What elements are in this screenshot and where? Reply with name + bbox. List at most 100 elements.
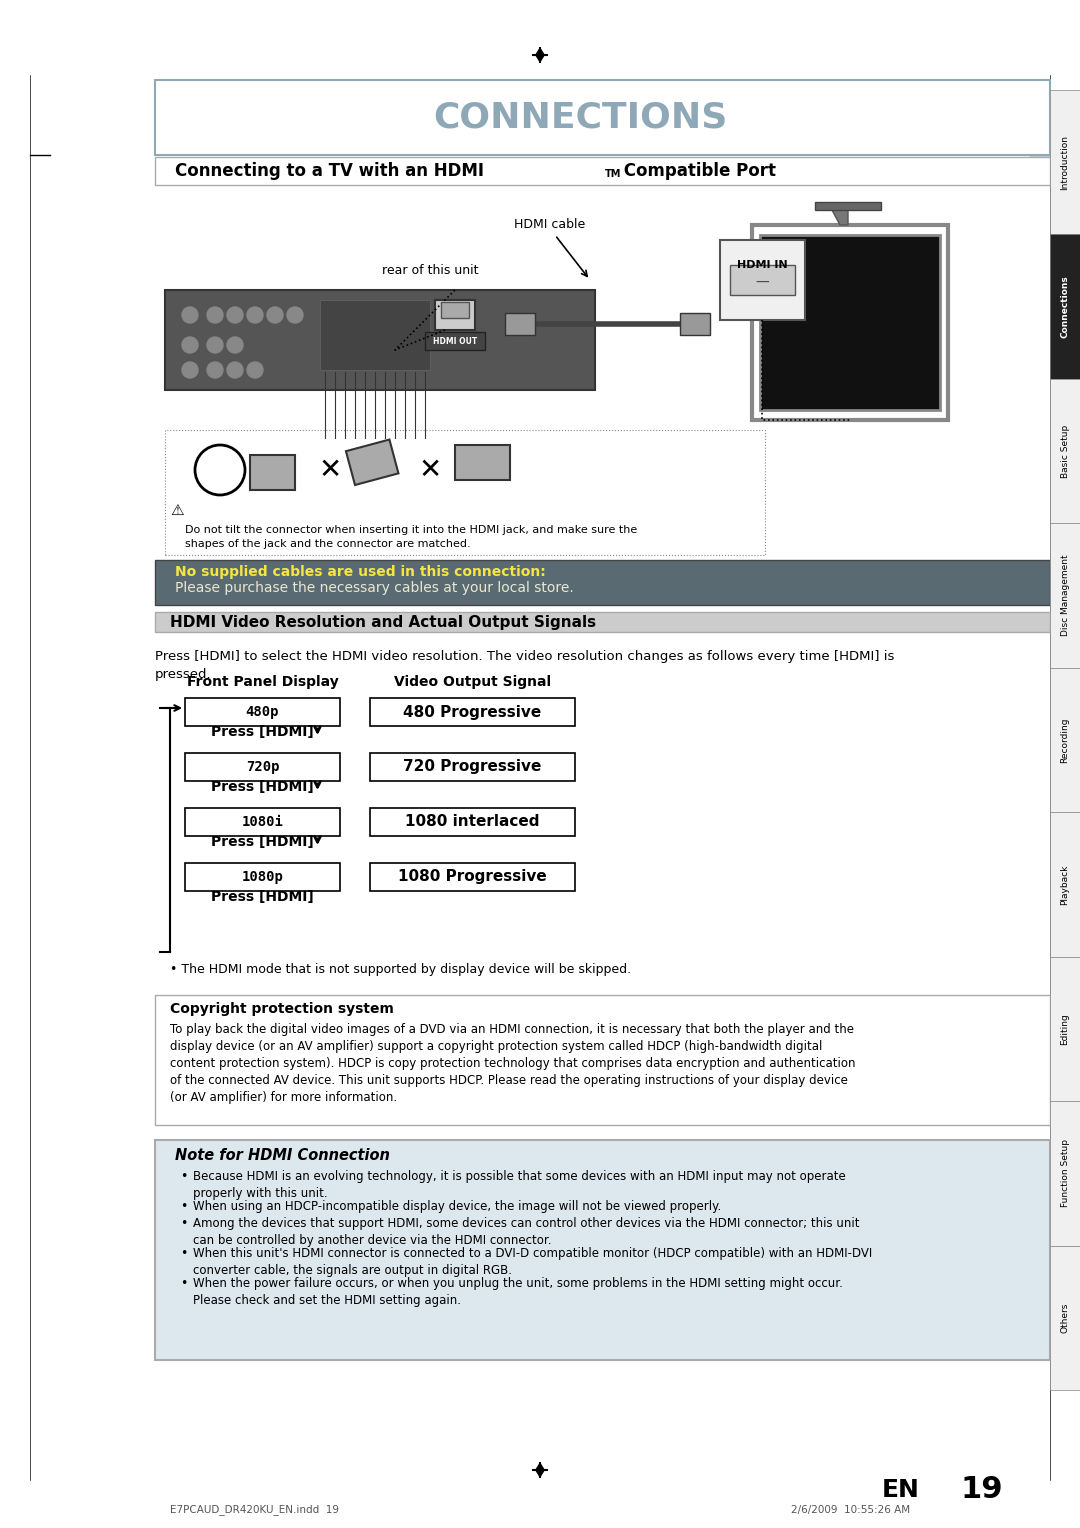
- Text: Video Output Signal: Video Output Signal: [394, 675, 551, 689]
- Text: 1080 Progressive: 1080 Progressive: [399, 869, 546, 885]
- Bar: [249, 455, 295, 490]
- Circle shape: [183, 338, 198, 353]
- Text: •: •: [180, 1277, 187, 1290]
- Text: Recording: Recording: [1061, 717, 1069, 762]
- Bar: [156, 995, 1050, 1125]
- Bar: [1050, 813, 1080, 957]
- Text: Copyright protection system: Copyright protection system: [170, 1002, 394, 1016]
- Bar: [426, 332, 485, 350]
- Bar: [505, 313, 535, 335]
- Text: 720p: 720p: [246, 759, 280, 775]
- Text: • The HDMI mode that is not supported by display device will be skipped.: • The HDMI mode that is not supported by…: [170, 964, 631, 976]
- Text: •: •: [180, 1199, 187, 1213]
- Circle shape: [207, 307, 222, 322]
- Bar: [680, 313, 710, 335]
- Text: Please purchase the necessary cables at your local store.: Please purchase the necessary cables at …: [175, 581, 573, 594]
- Text: Press [HDMI] to select the HDMI video resolution. The video resolution changes a: Press [HDMI] to select the HDMI video re…: [156, 649, 894, 681]
- Text: Press [HDMI]: Press [HDMI]: [211, 834, 314, 850]
- Text: Introduction: Introduction: [1061, 134, 1069, 189]
- Bar: [156, 559, 1050, 605]
- Bar: [1050, 1245, 1080, 1390]
- Bar: [1050, 234, 1080, 379]
- Bar: [730, 264, 795, 295]
- Bar: [370, 808, 575, 836]
- Circle shape: [227, 362, 243, 377]
- Text: Press [HDMI]: Press [HDMI]: [211, 724, 314, 740]
- Text: 480p: 480p: [246, 704, 280, 720]
- Polygon shape: [535, 1462, 545, 1478]
- Text: Disc Management: Disc Management: [1061, 555, 1069, 636]
- Circle shape: [183, 362, 198, 377]
- Text: ✕: ✕: [418, 455, 442, 484]
- Text: Because HDMI is an evolving technology, it is possible that some devices with an: Because HDMI is an evolving technology, …: [193, 1170, 846, 1199]
- Text: •: •: [180, 1247, 187, 1261]
- Text: To play back the digital video images of a DVD via an HDMI connection, it is nec: To play back the digital video images of…: [170, 1024, 855, 1105]
- Bar: [815, 202, 881, 209]
- Text: Note for HDMI Connection: Note for HDMI Connection: [175, 1149, 390, 1163]
- Bar: [370, 753, 575, 781]
- Text: TM: TM: [605, 170, 621, 179]
- Text: 480 Progressive: 480 Progressive: [403, 704, 542, 720]
- Bar: [320, 299, 430, 370]
- Circle shape: [227, 338, 243, 353]
- Bar: [752, 225, 948, 420]
- Text: When the power failure occurs, or when you unplug the unit, some problems in the: When the power failure occurs, or when y…: [193, 1277, 842, 1306]
- Text: Press [HDMI]: Press [HDMI]: [211, 779, 314, 795]
- Text: Editing: Editing: [1061, 1013, 1069, 1045]
- Text: Among the devices that support HDMI, some devices can control other devices via : Among the devices that support HDMI, som…: [193, 1216, 860, 1247]
- Circle shape: [227, 307, 243, 322]
- Circle shape: [183, 307, 198, 322]
- Bar: [165, 290, 595, 390]
- Text: No supplied cables are used in this connection:: No supplied cables are used in this conn…: [175, 565, 545, 579]
- Text: Others: Others: [1061, 1302, 1069, 1332]
- Text: E7PCAUD_DR420KU_EN.indd  19: E7PCAUD_DR420KU_EN.indd 19: [170, 1505, 339, 1516]
- Text: 720 Progressive: 720 Progressive: [403, 759, 542, 775]
- Circle shape: [287, 307, 303, 322]
- Bar: [370, 698, 575, 726]
- Polygon shape: [832, 209, 848, 225]
- Bar: [185, 698, 340, 726]
- Circle shape: [247, 307, 264, 322]
- Bar: [1050, 523, 1080, 668]
- Bar: [185, 753, 340, 781]
- Circle shape: [207, 362, 222, 377]
- Bar: [165, 429, 765, 555]
- Text: 1080 interlaced: 1080 interlaced: [405, 814, 540, 830]
- Bar: [1050, 90, 1080, 234]
- Bar: [435, 299, 475, 330]
- Bar: [156, 157, 1050, 185]
- Text: rear of this unit: rear of this unit: [381, 263, 478, 277]
- Bar: [1050, 668, 1080, 813]
- Bar: [185, 863, 340, 891]
- Bar: [370, 863, 575, 891]
- Bar: [1050, 1102, 1080, 1245]
- Text: •: •: [180, 1170, 187, 1183]
- Text: •: •: [180, 1216, 187, 1230]
- Text: Compatible Port: Compatible Port: [618, 162, 777, 180]
- Text: HDMI cable: HDMI cable: [514, 219, 585, 232]
- Text: Front Panel Display: Front Panel Display: [187, 675, 338, 689]
- Bar: [455, 445, 510, 480]
- Text: Connecting to a TV with an HDMI: Connecting to a TV with an HDMI: [175, 162, 484, 180]
- Text: Connections: Connections: [1061, 275, 1069, 338]
- Text: 1080i: 1080i: [242, 814, 283, 830]
- Text: HDMI IN: HDMI IN: [737, 260, 787, 270]
- Bar: [346, 440, 399, 484]
- Text: Basic Setup: Basic Setup: [1061, 425, 1069, 478]
- Text: ✕: ✕: [319, 455, 341, 484]
- Text: 1080p: 1080p: [242, 869, 283, 885]
- Text: When this unit's HDMI connector is connected to a DVI-D compatible monitor (HDCP: When this unit's HDMI connector is conne…: [193, 1247, 873, 1277]
- Polygon shape: [535, 47, 545, 63]
- Text: —: —: [755, 277, 769, 290]
- Bar: [760, 235, 940, 410]
- Circle shape: [207, 338, 222, 353]
- Bar: [185, 808, 340, 836]
- Circle shape: [267, 307, 283, 322]
- Text: ⚠: ⚠: [170, 503, 184, 518]
- Text: 2/6/2009  10:55:26 AM: 2/6/2009 10:55:26 AM: [791, 1505, 910, 1514]
- Text: Do not tilt the connector when inserting it into the HDMI jack, and make sure th: Do not tilt the connector when inserting…: [185, 526, 637, 549]
- Text: EN: EN: [882, 1478, 920, 1502]
- Text: HDMI OUT: HDMI OUT: [433, 336, 477, 345]
- Text: HDMI Video Resolution and Actual Output Signals: HDMI Video Resolution and Actual Output …: [170, 614, 596, 630]
- Bar: [156, 613, 1050, 633]
